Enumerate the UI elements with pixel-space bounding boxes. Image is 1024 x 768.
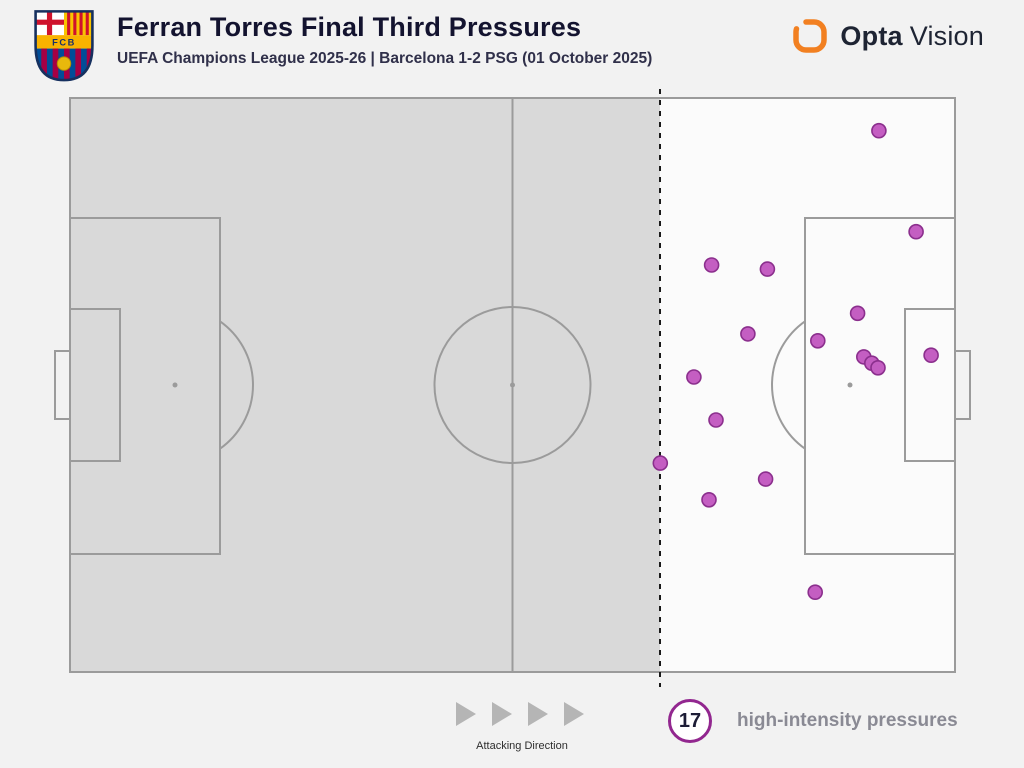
pressure-dot <box>652 455 669 471</box>
attacking-direction-arrows <box>456 701 588 732</box>
pressure-dot <box>708 412 724 428</box>
opta-logo-icon <box>793 19 828 53</box>
crest-fcb-text: FCB <box>52 37 76 47</box>
final-third-region <box>660 98 955 672</box>
pitch-lines <box>54 97 971 673</box>
pressure-dot <box>849 305 866 322</box>
pressure-dot <box>701 491 717 508</box>
fc-barcelona-crest: FCB <box>33 8 95 84</box>
page-title: Ferran Torres Final Third Pressures <box>117 12 582 42</box>
page-subtitle: UEFA Champions League 2025-26 | Barcelon… <box>117 49 653 67</box>
pressure-dot <box>871 122 887 139</box>
pressure-dot <box>908 223 924 240</box>
pitch-spots <box>172 382 853 388</box>
attacking-direction-arrows-graphic <box>456 702 584 726</box>
arrow-right-icon <box>456 702 476 726</box>
brand-name-primary: Opta <box>840 20 903 51</box>
defensive-two-thirds-shading <box>70 98 660 672</box>
right-penalty-arc <box>771 320 806 450</box>
pressure-dot <box>809 332 826 349</box>
pressure-dots-layer <box>652 122 939 601</box>
brand-wordmark: Opta Vision <box>840 21 984 52</box>
pressure-dot <box>807 584 824 601</box>
pressure-dot <box>923 347 939 364</box>
pressure-count-label: high-intensity pressures <box>737 710 958 731</box>
pressure-dot <box>703 257 720 273</box>
left-goal <box>54 350 71 420</box>
left-penalty-arc <box>219 320 254 450</box>
arrow-right-icon <box>564 702 584 726</box>
pressure-dot <box>757 471 774 487</box>
brand-name-secondary: Vision <box>909 20 984 51</box>
pressure-dot <box>870 359 886 376</box>
pressure-dot <box>686 369 702 385</box>
attacking-direction-label: Attacking Direction <box>476 740 568 752</box>
centre-circle <box>433 306 592 464</box>
arrow-right-icon <box>492 702 512 726</box>
centre-spot <box>510 382 515 388</box>
pressure-count-value: 17 <box>678 709 702 732</box>
left-penalty-spot <box>172 382 178 388</box>
arrow-right-icon <box>528 702 548 726</box>
right-goal <box>954 350 971 420</box>
pressure-count-badge: 17 <box>668 699 712 743</box>
opta-vision-logo: Opta Vision <box>790 16 984 56</box>
fc-barcelona-crest-graphic: FCB <box>34 10 94 82</box>
right-penalty-spot <box>847 382 853 388</box>
pressure-dot <box>759 261 776 277</box>
header-titles: Ferran Torres Final Third Pressures UEFA… <box>117 12 653 68</box>
pressure-dot <box>740 326 756 342</box>
